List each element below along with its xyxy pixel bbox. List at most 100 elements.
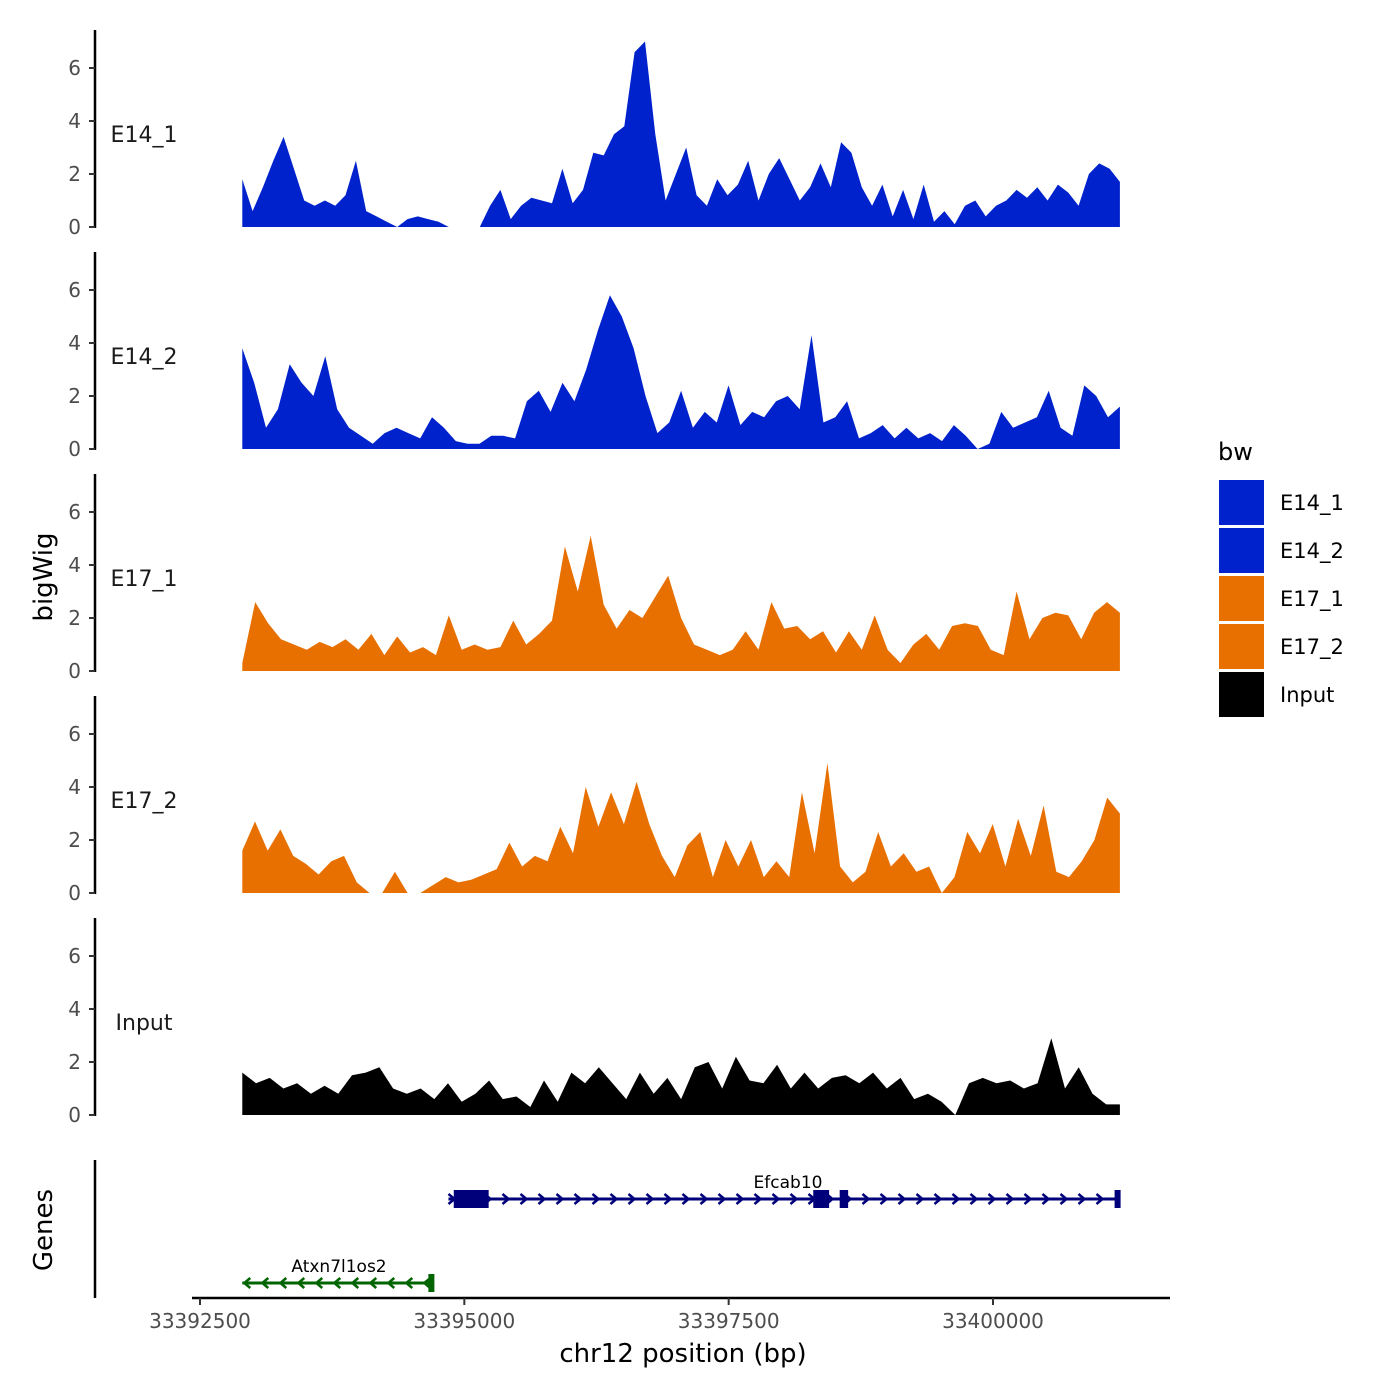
strand-chevron — [897, 1193, 907, 1205]
strand-chevron — [296, 1277, 306, 1289]
y-tick-label: 6 — [68, 500, 81, 524]
y-tick-label: 2 — [68, 1050, 81, 1074]
track-label: E17_1 — [111, 567, 178, 592]
strand-chevron — [1023, 1193, 1033, 1205]
strand-chevron — [386, 1277, 396, 1289]
y-tick-label: 6 — [68, 944, 81, 968]
y-tick-label: 2 — [68, 606, 81, 630]
legend: bw E14_1 E14_2 E17_1 E17_2 Input — [1218, 438, 1344, 717]
exon-block — [1114, 1190, 1121, 1208]
y-tick-label: 0 — [68, 215, 81, 239]
strand-chevron — [663, 1193, 673, 1205]
strand-chevron — [242, 1277, 252, 1289]
strand-chevron — [987, 1193, 997, 1205]
track-label: E17_2 — [111, 789, 178, 814]
x-tick-label: 33397500 — [678, 1309, 780, 1333]
y-tick-label: 0 — [68, 1103, 81, 1127]
legend-label: E17_1 — [1280, 587, 1344, 612]
y-tick-label: 0 — [68, 659, 81, 683]
x-axis-title: chr12 position (bp) — [559, 1339, 806, 1369]
y-axis-title: bigWig — [29, 532, 59, 621]
strand-chevron — [879, 1193, 889, 1205]
strand-chevron — [699, 1193, 709, 1205]
gene-label: Atxn7l1os2 — [291, 1257, 386, 1277]
legend-key-E17_2 — [1219, 624, 1264, 669]
legend-label: Input — [1280, 683, 1334, 707]
strand-chevron — [789, 1193, 799, 1205]
area-E17_1 — [242, 535, 1120, 671]
strand-chevron — [861, 1193, 871, 1205]
y-tick-label: 6 — [68, 278, 81, 302]
strand-chevron — [591, 1193, 601, 1205]
y-tick-label: 4 — [68, 553, 81, 577]
y-tick-label: 6 — [68, 56, 81, 80]
legend-key-Input — [1219, 672, 1264, 717]
strand-chevron — [260, 1277, 270, 1289]
strand-chevron — [422, 1277, 432, 1289]
strand-chevron — [717, 1193, 727, 1205]
strand-chevron — [1041, 1193, 1051, 1205]
x-tick-label: 33392500 — [149, 1309, 251, 1333]
strand-chevron — [933, 1193, 943, 1205]
strand-chevron — [555, 1193, 565, 1205]
y-tick-label: 2 — [68, 384, 81, 408]
gene-Efcab10: Efcab10 — [447, 1173, 1121, 1208]
y-tick-label: 4 — [68, 109, 81, 133]
strand-chevron — [771, 1193, 781, 1205]
area-E14_1 — [242, 41, 1120, 227]
x-axis: 33392500 33395000 33397500 33400000 — [149, 1296, 1170, 1333]
y-tick-label: 0 — [68, 437, 81, 461]
strand-chevron — [951, 1193, 961, 1205]
legend-key-E14_2 — [1219, 528, 1264, 573]
y-tick-label: 2 — [68, 828, 81, 852]
track-panel-E17_1: 0 2 4 6 E17_1 — [68, 474, 1120, 683]
track-panel-E14_2: 0 2 4 6 E14_2 — [68, 252, 1120, 461]
y-tick-label: 4 — [68, 997, 81, 1021]
strand-chevron — [1095, 1193, 1105, 1205]
legend-label: E14_1 — [1280, 491, 1344, 516]
strand-chevron — [1059, 1193, 1069, 1205]
exon-block — [453, 1190, 489, 1208]
legend-label: E14_2 — [1280, 539, 1344, 564]
strand-chevron — [350, 1277, 360, 1289]
strand-chevron — [645, 1193, 655, 1205]
strand-chevron — [314, 1277, 324, 1289]
strand-chevron — [915, 1193, 925, 1205]
legend-label: E17_2 — [1280, 635, 1344, 660]
gene-label: Efcab10 — [754, 1173, 823, 1193]
exon-block — [428, 1274, 435, 1292]
strand-chevron — [681, 1193, 691, 1205]
gene-Atxn7l1os2: Atxn7l1os2 — [242, 1257, 435, 1292]
x-tick-label: 33400000 — [942, 1309, 1044, 1333]
strand-chevron — [1077, 1193, 1087, 1205]
strand-chevron — [573, 1193, 583, 1205]
strand-chevron — [501, 1193, 511, 1205]
genes-panel: Efcab10 Atxn7l1os2 — [93, 1160, 1121, 1298]
strand-chevron — [969, 1193, 979, 1205]
track-label: Input — [116, 1011, 173, 1036]
legend-title: bw — [1218, 438, 1253, 466]
exon-block — [839, 1190, 849, 1208]
strand-chevron — [735, 1193, 745, 1205]
y-tick-label: 2 — [68, 162, 81, 186]
area-E17_2 — [242, 763, 1120, 893]
y-tick-label: 6 — [68, 722, 81, 746]
track-panel-E17_2: 0 2 4 6 E17_2 — [68, 696, 1120, 905]
track-panel-E14_1: 0 2 4 6 E14_1 — [68, 30, 1120, 239]
strand-chevron — [368, 1277, 378, 1289]
y-tick-label: 4 — [68, 775, 81, 799]
strand-chevron — [627, 1193, 637, 1205]
area-E14_2 — [242, 295, 1120, 449]
strand-chevron — [1005, 1193, 1015, 1205]
area-Input — [242, 1038, 1120, 1115]
strand-chevron — [537, 1193, 547, 1205]
strand-chevron — [332, 1277, 342, 1289]
tracks-layer: 0 2 4 6 E14_1 0 2 4 6 E14_2 0 2 4 6 E17_1 0 2 4 6 E17_2 0 2 4 6… — [68, 30, 1120, 1127]
y-tick-label: 0 — [68, 881, 81, 905]
track-label: E14_2 — [111, 345, 178, 370]
exon-block — [813, 1190, 830, 1208]
track-panel-Input: 0 2 4 6 Input — [68, 918, 1120, 1127]
legend-key-E14_1 — [1219, 480, 1264, 525]
strand-chevron — [519, 1193, 529, 1205]
